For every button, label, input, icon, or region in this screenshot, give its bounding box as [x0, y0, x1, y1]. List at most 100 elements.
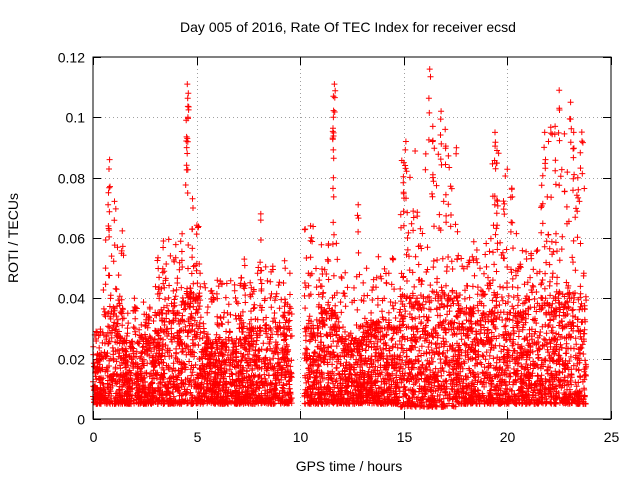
data-point [197, 270, 204, 277]
data-point [193, 260, 200, 267]
data-point [338, 275, 345, 282]
data-point [196, 335, 203, 342]
y-axis-label: ROTI / TECUs [5, 193, 21, 283]
data-point [271, 315, 278, 322]
data-point [106, 324, 113, 331]
data-point [470, 238, 477, 245]
data-point [101, 349, 108, 356]
data-point [189, 326, 196, 333]
data-point [493, 359, 500, 366]
data-point [434, 257, 441, 263]
data-point [306, 313, 313, 320]
data-point [500, 206, 507, 213]
data-point [106, 357, 113, 364]
data-point [111, 217, 118, 224]
data-point [433, 182, 440, 189]
data-point [182, 323, 189, 330]
data-point [133, 382, 140, 388]
data-point [139, 344, 146, 351]
x-tick-label: 15 [397, 429, 413, 445]
data-point [149, 379, 156, 386]
data-point [182, 345, 189, 352]
data-point [474, 284, 481, 291]
data-point [108, 253, 115, 260]
data-point [502, 385, 509, 392]
data-point [233, 298, 240, 305]
data-point [412, 148, 419, 154]
data-point [112, 205, 119, 212]
data-point [110, 355, 117, 362]
data-point [110, 304, 117, 311]
data-point [129, 338, 136, 345]
data-point [159, 346, 166, 353]
data-point [342, 269, 349, 276]
data-point [458, 336, 465, 343]
data-point [97, 328, 104, 335]
data-point [187, 290, 194, 297]
data-point [390, 305, 397, 312]
data-point [498, 294, 505, 300]
data-point [116, 388, 123, 394]
data-point [114, 331, 121, 338]
data-point [100, 381, 107, 388]
data-point [97, 379, 104, 386]
data-point [445, 201, 452, 208]
data-point [118, 383, 125, 390]
data-point [273, 290, 280, 297]
data-point [115, 272, 122, 279]
data-point [194, 331, 201, 338]
data-point [183, 351, 190, 358]
data-point [410, 208, 417, 215]
data-point [185, 265, 191, 272]
data-point [505, 292, 512, 299]
data-point [504, 280, 510, 286]
data-point [121, 340, 128, 347]
data-point [160, 366, 167, 373]
x-tick-label: 10 [293, 429, 309, 445]
data-point [196, 293, 203, 299]
data-point [136, 355, 143, 362]
data-point [302, 337, 309, 344]
data-point [166, 366, 172, 373]
data-point [397, 211, 404, 218]
data-point [171, 296, 178, 303]
data-point [338, 309, 345, 316]
data-point [148, 380, 155, 387]
data-point [115, 297, 122, 304]
data-point [473, 247, 480, 253]
data-point [318, 333, 324, 340]
data-point [155, 347, 162, 354]
data-point [191, 353, 198, 360]
data-point [98, 350, 105, 356]
data-point [443, 282, 449, 289]
data-point [173, 383, 180, 390]
data-point [165, 236, 172, 243]
data-point [483, 240, 490, 247]
data-point [313, 284, 320, 291]
data-point [140, 299, 147, 306]
data-point [154, 356, 161, 363]
data-point [493, 225, 500, 232]
data-point [440, 335, 447, 342]
data-point [133, 384, 140, 391]
data-point [153, 312, 160, 319]
data-point [112, 285, 119, 292]
data-point [490, 222, 497, 229]
data-point [109, 382, 116, 389]
data-point [112, 364, 119, 371]
data-point [93, 368, 100, 374]
data-point [404, 246, 411, 253]
data-point [461, 360, 468, 367]
data-point [231, 281, 238, 288]
data-point [501, 323, 508, 330]
data-point [513, 230, 520, 237]
data-point [110, 258, 117, 265]
data-point [360, 279, 367, 286]
data-point [374, 302, 381, 308]
data-point [144, 347, 151, 354]
data-point [109, 325, 116, 332]
data-point [481, 364, 488, 371]
data-point [135, 340, 142, 347]
data-point [192, 341, 198, 348]
data-point [453, 150, 460, 157]
